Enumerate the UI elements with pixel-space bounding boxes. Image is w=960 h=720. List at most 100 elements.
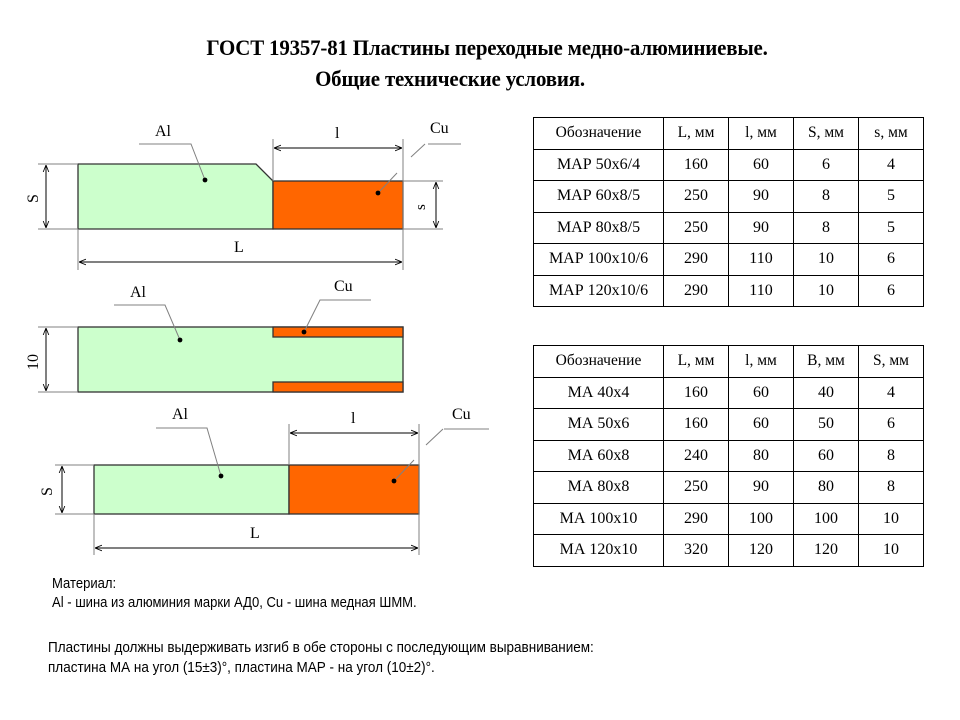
cell: 320 — [663, 534, 729, 567]
header-cell: l, мм — [728, 117, 794, 150]
copper-strip-top — [272, 326, 404, 338]
cell-designation: МА 40х4 — [533, 376, 664, 409]
bend-line-2: пластина МА на угол (15±3)°, пластина МА… — [48, 659, 435, 676]
cell: 250 — [663, 211, 729, 244]
diagram-clad-plate: Al Cu 10 — [25, 278, 404, 393]
dim-L: L — [234, 239, 244, 256]
cell: 290 — [663, 243, 729, 276]
cell: 10 — [793, 274, 859, 307]
aluminium-part — [93, 464, 290, 515]
cell-designation: МА 100х10 — [533, 502, 664, 535]
cell: 5 — [858, 211, 924, 244]
dim-S: S — [39, 487, 56, 496]
table-row: МА 80х8 250 90 80 8 — [533, 471, 924, 504]
header-cell: S, мм — [793, 117, 859, 150]
table-row: МА 40х4 160 60 40 4 — [533, 376, 924, 409]
table-header-row: Обозначение L, мм l, мм B, мм S, мм — [533, 345, 924, 378]
cell: 240 — [663, 439, 729, 472]
material-heading: Материал: — [52, 576, 117, 592]
label-cu: Cu — [334, 278, 353, 295]
cell: 10 — [858, 502, 924, 535]
material-note: Материал: Al - шина из алюминия марки АД… — [52, 575, 417, 613]
table-header-row: Обозначение L, мм l, мм S, мм s, мм — [533, 117, 924, 150]
cell: 50 — [793, 408, 859, 441]
dim-l: l — [335, 125, 340, 142]
dim-s: s — [413, 204, 429, 210]
cell: 90 — [728, 180, 794, 213]
table-row: МАР 100х10/6 290 110 10 6 — [533, 243, 924, 276]
table-mar-dimensions: Обозначение L, мм l, мм S, мм s, мм МАР … — [533, 117, 924, 307]
cell-designation: МА 50х6 — [533, 408, 664, 441]
page-title-line-1: ГОСТ 19357-81 Пластины переходные медно-… — [206, 35, 768, 60]
cell: 60 — [793, 439, 859, 472]
table-row: МАР 80х8/5 250 90 8 5 — [533, 211, 924, 244]
table-row: МА 50х6 160 60 50 6 — [533, 408, 924, 441]
cell: 120 — [728, 534, 794, 567]
table-row: МАР 50х6/4 160 60 6 4 — [533, 148, 924, 181]
copper-part — [288, 464, 420, 515]
cell-designation: МАР 50х6/4 — [533, 148, 664, 181]
header-cell: S, мм — [858, 345, 924, 378]
label-cu: Cu — [430, 120, 449, 137]
diagram-ma-plate: Al Cu l L S — [39, 406, 489, 555]
cell: 6 — [858, 243, 924, 276]
cell: 290 — [663, 502, 729, 535]
header-cell: Обозначение — [533, 117, 664, 150]
cell: 6 — [858, 408, 924, 441]
aluminium-part — [77, 326, 404, 393]
cell: 8 — [793, 211, 859, 244]
cell: 40 — [793, 376, 859, 409]
table-row: МАР 60х8/5 250 90 8 5 — [533, 180, 924, 213]
header-cell: B, мм — [793, 345, 859, 378]
header-cell: L, мм — [663, 117, 729, 150]
cell: 250 — [663, 471, 729, 504]
cell: 8 — [793, 180, 859, 213]
header-cell: s, мм — [858, 117, 924, 150]
cell: 80 — [728, 439, 794, 472]
plate-diagrams: Al Cu l L S s Al Cu 10 — [25, 120, 489, 555]
bend-note: Пластины должны выдерживать изгиб в обе … — [48, 638, 594, 678]
cell: 60 — [728, 148, 794, 181]
cell: 80 — [793, 471, 859, 504]
cell: 5 — [858, 180, 924, 213]
cell-designation: МАР 80х8/5 — [533, 211, 664, 244]
header-cell: l, мм — [728, 345, 794, 378]
page-title-line-2: Общие технические условия. — [315, 66, 585, 91]
material-text: Al - шина из алюминия марки АД0, Cu - ши… — [52, 595, 417, 611]
diagram-mar-plate: Al Cu l L S s — [25, 120, 461, 270]
label-al: Al — [155, 123, 172, 140]
cell-designation: МА 80х8 — [533, 471, 664, 504]
cell: 60 — [728, 376, 794, 409]
cell: 120 — [793, 534, 859, 567]
cell: 250 — [663, 180, 729, 213]
dim-thickness: 10 — [25, 354, 42, 370]
cell-designation: МА 120х10 — [533, 534, 664, 567]
cell-designation: МАР 100х10/6 — [533, 243, 664, 276]
copper-strip-bottom — [272, 381, 404, 393]
label-al: Al — [130, 284, 147, 301]
cell: 160 — [663, 408, 729, 441]
dim-l: l — [351, 410, 356, 427]
cell: 10 — [793, 243, 859, 276]
cell: 100 — [793, 502, 859, 535]
cell: 110 — [728, 274, 794, 307]
label-al: Al — [172, 406, 189, 423]
header-cell: Обозначение — [533, 345, 664, 378]
label-cu: Cu — [452, 406, 471, 423]
dim-S: S — [25, 194, 42, 203]
cell: 160 — [663, 148, 729, 181]
copper-part — [272, 180, 404, 230]
header-cell: L, мм — [663, 345, 729, 378]
cell: 10 — [858, 534, 924, 567]
cell-designation: МА 60х8 — [533, 439, 664, 472]
cell-designation: МАР 60х8/5 — [533, 180, 664, 213]
bend-line-1: Пластины должны выдерживать изгиб в обе … — [48, 639, 594, 656]
cell: 110 — [728, 243, 794, 276]
cell: 6 — [858, 274, 924, 307]
cell-designation: МАР 120х10/6 — [533, 274, 664, 307]
aluminium-part — [77, 163, 274, 230]
cell: 90 — [728, 471, 794, 504]
dim-L: L — [250, 525, 260, 542]
cell: 90 — [728, 211, 794, 244]
cell: 160 — [663, 376, 729, 409]
